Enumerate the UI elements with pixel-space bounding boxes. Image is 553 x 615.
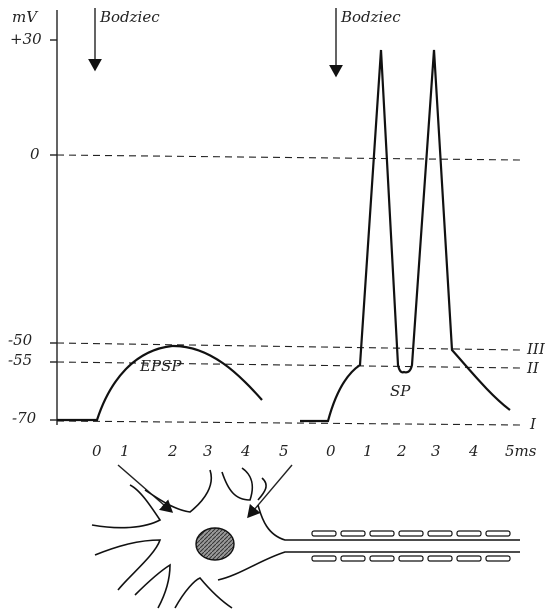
x-label: 2 <box>167 442 178 460</box>
axes <box>50 10 521 426</box>
y-label: 0 <box>30 145 40 163</box>
x-label: 0 <box>92 442 102 460</box>
y-unit: mV <box>12 8 39 26</box>
y-label: -55 <box>8 351 32 369</box>
level-label: I <box>529 415 537 433</box>
x-label: 5ms <box>505 442 537 460</box>
x-label: 3 <box>431 442 441 460</box>
neuron <box>91 464 520 609</box>
x-label: 5 <box>279 442 289 460</box>
y-label: +30 <box>10 30 42 48</box>
x-label: 3 <box>203 442 213 460</box>
x-label: 4 <box>240 442 251 460</box>
x-label: 2 <box>396 442 407 460</box>
curve-label: SP <box>390 382 411 400</box>
level-label: III <box>526 340 546 358</box>
x-label: 0 <box>326 442 336 460</box>
stimulus-arrows <box>88 8 343 78</box>
x-label: 1 <box>120 442 130 460</box>
level-label: II <box>526 359 540 377</box>
epsp-curve <box>57 344 263 422</box>
stimulus-label: Bodziec <box>340 8 401 26</box>
y-label: -50 <box>8 331 33 349</box>
x-label: 1 <box>363 442 373 460</box>
stimulus-label: Bodziec <box>99 8 160 26</box>
curve-label: EPSP <box>139 357 182 375</box>
x-label: 4 <box>468 442 479 460</box>
y-label: -70 <box>12 409 37 427</box>
spike-curve <box>300 49 511 423</box>
